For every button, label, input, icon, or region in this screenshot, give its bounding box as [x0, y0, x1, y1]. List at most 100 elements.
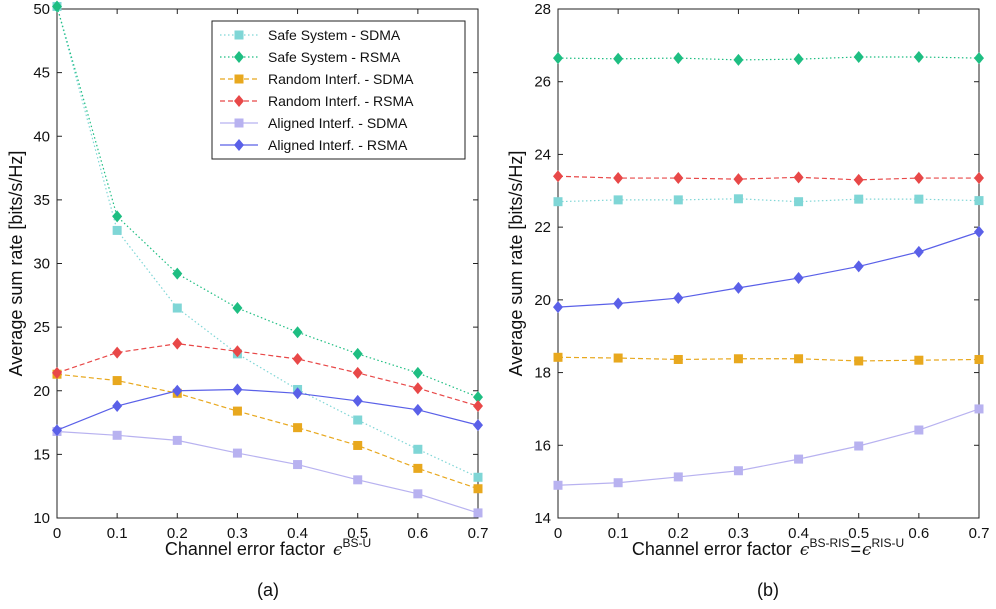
- legend-entry: Random Interf. - SDMA: [220, 71, 414, 87]
- data-point: [232, 448, 242, 458]
- data-point: [613, 353, 623, 363]
- data-point: [853, 173, 864, 186]
- data-point: [293, 423, 303, 433]
- data-point: [914, 425, 924, 435]
- y-tick-label: 35: [33, 192, 50, 209]
- legend-label: Random Interf. - RSMA: [268, 93, 414, 109]
- data-point: [473, 472, 483, 482]
- x-tick-label: 0.3: [728, 525, 749, 542]
- data-point: [413, 463, 423, 473]
- legend: Safe System - SDMA Safe System - RSMA Rand…: [211, 20, 466, 160]
- data-point: [673, 195, 683, 205]
- epsilon-symbol: ϵ: [333, 540, 343, 560]
- legend-marker: [234, 51, 244, 63]
- x-tick-label: 0.5: [347, 525, 368, 542]
- legend-label: Aligned Interf. - SDMA: [268, 115, 408, 131]
- data-point: [733, 354, 743, 364]
- series-aligned-interf-rsma: [52, 383, 483, 437]
- legend-marker: [234, 95, 244, 107]
- data-point: [232, 406, 242, 416]
- data-point: [112, 225, 122, 235]
- data-point: [553, 197, 563, 207]
- data-point: [974, 404, 984, 414]
- y-tick-label: 10: [33, 510, 50, 527]
- data-point: [673, 354, 683, 364]
- x-tick-label: 0.3: [227, 525, 248, 542]
- x-axis-label: Channel error factor ϵBS-RIS=ϵRIS-U: [632, 536, 904, 560]
- x-tick-label: 0.4: [788, 525, 809, 542]
- y-tick-label: 16: [534, 437, 551, 454]
- x-tick-label: 0.2: [668, 525, 689, 542]
- epsilon-symbol: ϵ: [800, 540, 810, 560]
- series-safe-system-rsma: [52, 0, 483, 404]
- data-point: [853, 260, 864, 273]
- series-aligned-interf-rsma: [553, 225, 984, 314]
- x-axis-label-text: Channel error factor: [165, 539, 325, 559]
- data-point: [353, 440, 363, 450]
- series-line: [56, 373, 479, 490]
- plot-area-frame: [557, 8, 980, 519]
- data-point: [553, 52, 563, 65]
- data-point: [793, 171, 804, 184]
- legend-marker: [234, 118, 244, 128]
- data-point: [352, 366, 363, 379]
- legend-box: [211, 20, 466, 160]
- data-point: [473, 508, 483, 518]
- data-point: [733, 466, 743, 476]
- data-point: [232, 383, 243, 396]
- y-tick-label: 22: [534, 219, 551, 236]
- data-point: [974, 172, 984, 185]
- data-point: [553, 170, 563, 183]
- data-point: [352, 347, 363, 360]
- y-tick-label: 20: [534, 292, 551, 309]
- series-random-interf-sdma: [553, 352, 984, 366]
- series-line: [557, 408, 980, 486]
- series-line: [56, 430, 479, 514]
- legend-label: Safe System - SDMA: [268, 27, 401, 43]
- data-point: [794, 454, 804, 464]
- data-point: [413, 489, 423, 499]
- data-point: [974, 354, 984, 364]
- data-point: [553, 301, 563, 314]
- data-point: [914, 194, 924, 204]
- series-line: [557, 356, 980, 362]
- y-tick-label: 40: [33, 128, 50, 145]
- data-point: [112, 346, 123, 359]
- data-point: [673, 292, 684, 305]
- data-point: [793, 53, 804, 66]
- data-point: [112, 376, 122, 386]
- data-point: [854, 441, 864, 451]
- legend-entry: Aligned Interf. - SDMA: [220, 115, 408, 131]
- chart-panel-b: 0 0.1 0.2 0.3 0.4 0.5 0.6 0.7 14 16 18 20 22 24 26 28 Av…: [506, 1, 989, 600]
- data-point: [794, 354, 804, 364]
- x-tick-label: 0.5: [848, 525, 869, 542]
- data-point: [733, 281, 744, 294]
- legend-entry: Safe System - RSMA: [220, 49, 401, 65]
- series-safe-system-sdma: [553, 194, 984, 207]
- data-point: [52, 366, 62, 379]
- x-axis-label-superscript: BS-RIS: [809, 536, 849, 550]
- data-point: [412, 366, 423, 379]
- series-line: [56, 6, 479, 478]
- series-line: [557, 231, 980, 308]
- data-point: [172, 303, 182, 313]
- legend-marker: [234, 30, 244, 40]
- data-point: [473, 400, 483, 413]
- series-random-interf-rsma: [553, 170, 984, 186]
- x-tick-label: 0.7: [969, 525, 990, 542]
- data-point: [553, 480, 563, 490]
- data-point: [232, 345, 243, 358]
- data-point: [913, 172, 924, 185]
- data-point: [112, 430, 122, 440]
- data-point: [974, 225, 984, 238]
- series-line: [56, 343, 479, 407]
- data-point: [613, 195, 623, 205]
- data-point: [613, 52, 624, 65]
- data-point: [353, 415, 363, 425]
- y-tick-label: 45: [33, 65, 50, 82]
- legend-marker: [234, 139, 244, 151]
- data-point: [473, 391, 483, 404]
- data-point: [613, 297, 624, 310]
- y-tick-label: 28: [534, 1, 551, 18]
